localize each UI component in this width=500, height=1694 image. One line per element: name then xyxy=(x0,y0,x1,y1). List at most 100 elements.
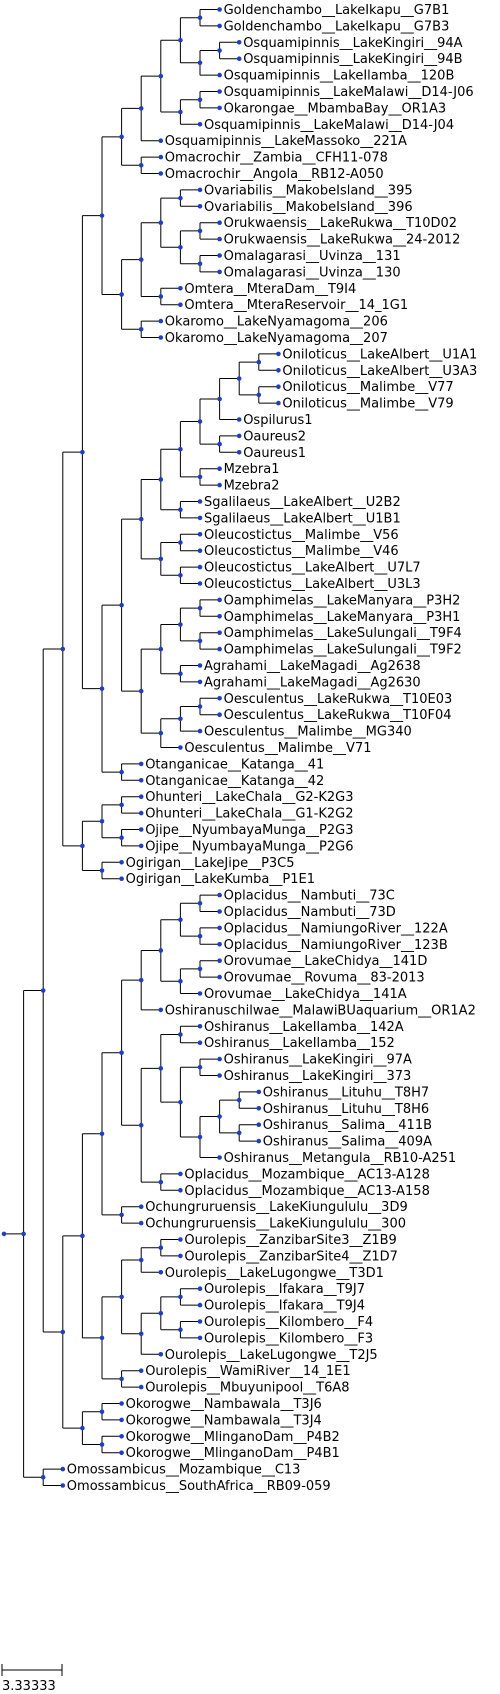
tip-label: Okaromo__LakeNyamagoma__206 xyxy=(165,315,388,330)
internal-node xyxy=(257,393,262,398)
internal-node xyxy=(178,110,183,115)
internal-node xyxy=(61,647,66,652)
tip-label: Mzebra2 xyxy=(224,479,280,494)
tip-node xyxy=(159,138,164,143)
internal-node xyxy=(139,257,144,262)
internal-node xyxy=(139,163,144,168)
tip-label: Oniloticus__Malimbe__V77 xyxy=(282,380,453,395)
internal-node xyxy=(100,213,105,218)
tip-node xyxy=(237,40,242,45)
internal-node xyxy=(198,934,203,939)
internal-node xyxy=(178,507,183,512)
internal-node xyxy=(198,97,203,102)
tip-label: Orovumae__LakeChidya__141A xyxy=(204,987,407,1002)
tip-node xyxy=(217,466,222,471)
tip-node xyxy=(217,598,222,603)
tip-node xyxy=(198,188,203,193)
internal-node xyxy=(178,1295,183,1300)
internal-node xyxy=(139,517,144,522)
tip-label: Oamphimelas__LakeSulungali__T9F4 xyxy=(224,626,462,641)
internal-node xyxy=(217,442,222,447)
tip-label: Omacrochir__Angola__RB12-A050 xyxy=(165,167,384,182)
tip-label: Ochungruruensis__LakeKiungululu__3D9 xyxy=(145,1200,408,1215)
internal-node xyxy=(139,327,144,332)
tip-node xyxy=(217,909,222,914)
internal-node xyxy=(119,603,124,608)
internal-node xyxy=(100,1442,105,1447)
tip-label: Omalagarasi__Uvinza__131 xyxy=(224,249,401,264)
tip-node xyxy=(139,844,144,849)
internal-node xyxy=(159,731,164,736)
tip-node xyxy=(217,647,222,652)
tip-node xyxy=(217,220,222,225)
tip-label: Orovumae__LakeChidya__141D xyxy=(224,954,428,969)
tip-label: Oaureus2 xyxy=(243,429,306,444)
internal-node xyxy=(2,1232,7,1237)
internal-node xyxy=(178,1327,183,1332)
internal-node xyxy=(198,704,203,709)
tip-node xyxy=(198,1286,203,1291)
tip-node xyxy=(198,204,203,209)
internal-node xyxy=(21,1232,26,1237)
tip-node xyxy=(119,876,124,881)
tip-label: Ojipe__NyumbayaMunga__P2G6 xyxy=(145,839,353,854)
tip-label: Oshiranus__Lituhu__T8H7 xyxy=(263,1085,429,1100)
tip-label: Sgalilaeus__LakeAlbert__U1B1 xyxy=(204,511,401,526)
internal-node xyxy=(198,261,203,266)
internal-node xyxy=(80,1426,85,1431)
tip-node xyxy=(257,1139,262,1144)
tip-label: Ourolepis__Ifakara__T9J4 xyxy=(204,1299,365,1314)
tip-label: Oplacidus__Mozambique__AC13-A128 xyxy=(184,1167,429,1182)
tip-label: Oesculentus__LakeRukwa__T10F04 xyxy=(224,708,452,723)
tip-label: Oleucostictus__LakeAlbert__U7L7 xyxy=(204,561,421,576)
tip-node xyxy=(139,1368,144,1373)
tip-label: Okorogwe__MlinganoDam__P4B2 xyxy=(126,1430,340,1445)
tip-node xyxy=(61,1467,66,1472)
tip-label: Ourolepis__Kilombero__F4 xyxy=(204,1315,373,1330)
tip-label: Omalagarasi__Uvinza__130 xyxy=(224,265,401,280)
internal-node xyxy=(257,360,262,365)
tip-node xyxy=(61,1483,66,1488)
tip-node xyxy=(237,450,242,455)
tip-node xyxy=(139,1385,144,1390)
tip-node xyxy=(198,1319,203,1324)
internal-node xyxy=(198,606,203,611)
tip-label: Ourolepis__WamiRiver__14_1E1 xyxy=(145,1364,350,1379)
tip-label: Sgalilaeus__LakeAlbert__U2B2 xyxy=(204,495,401,510)
internal-node xyxy=(237,376,242,381)
tip-node xyxy=(217,630,222,635)
tip-label: Oesculentus__LakeRukwa__T10E03 xyxy=(224,692,453,707)
internal-node xyxy=(159,557,164,562)
tip-node xyxy=(198,581,203,586)
internal-node xyxy=(119,1213,124,1218)
tip-label: Oleucostictus__LakeAlbert__U3L3 xyxy=(204,577,421,592)
internal-node xyxy=(119,1295,124,1300)
tip-label: Oplacidus__Nambuti__73C xyxy=(224,889,395,904)
tip-label: Oaureus1 xyxy=(243,446,306,461)
tip-node xyxy=(217,975,222,980)
internal-node xyxy=(217,397,222,402)
tip-node xyxy=(178,1254,183,1259)
tip-label: Oesculentus__Malimbe__V71 xyxy=(184,741,371,756)
tip-label: Oplacidus__NamiungoRiver__123B xyxy=(224,938,448,953)
tip-label: Agrahami__LakeMagadi__Ag2638 xyxy=(204,659,421,674)
tip-label: Ohunteri__LakeChala__G1-K2G2 xyxy=(145,807,353,822)
tip-node xyxy=(217,7,222,12)
internal-node xyxy=(178,447,183,452)
internal-node xyxy=(119,803,124,808)
tip-label: Osquamipinnis__LakeMalawi__D14-J06 xyxy=(224,85,474,100)
tip-node xyxy=(217,614,222,619)
internal-node xyxy=(178,245,183,250)
tip-node xyxy=(217,942,222,947)
tip-label: Omossambicus__SouthAfrica__RB09-059 xyxy=(67,1479,331,1494)
tip-node xyxy=(217,270,222,275)
internal-node xyxy=(178,622,183,627)
tip-label: Ourolepis__Kilombero__F3 xyxy=(204,1331,373,1346)
tip-node xyxy=(198,499,203,504)
tip-label: Orukwaensis__LakeRukwa__T10D02 xyxy=(224,216,457,231)
internal-node xyxy=(61,1330,66,1335)
tip-label: Otanganicae__Katanga__42 xyxy=(145,774,324,789)
tip-label: Goldenchambo__LakeIkapu__G7B3 xyxy=(224,19,450,34)
internal-node xyxy=(80,450,85,455)
tip-node xyxy=(217,893,222,898)
